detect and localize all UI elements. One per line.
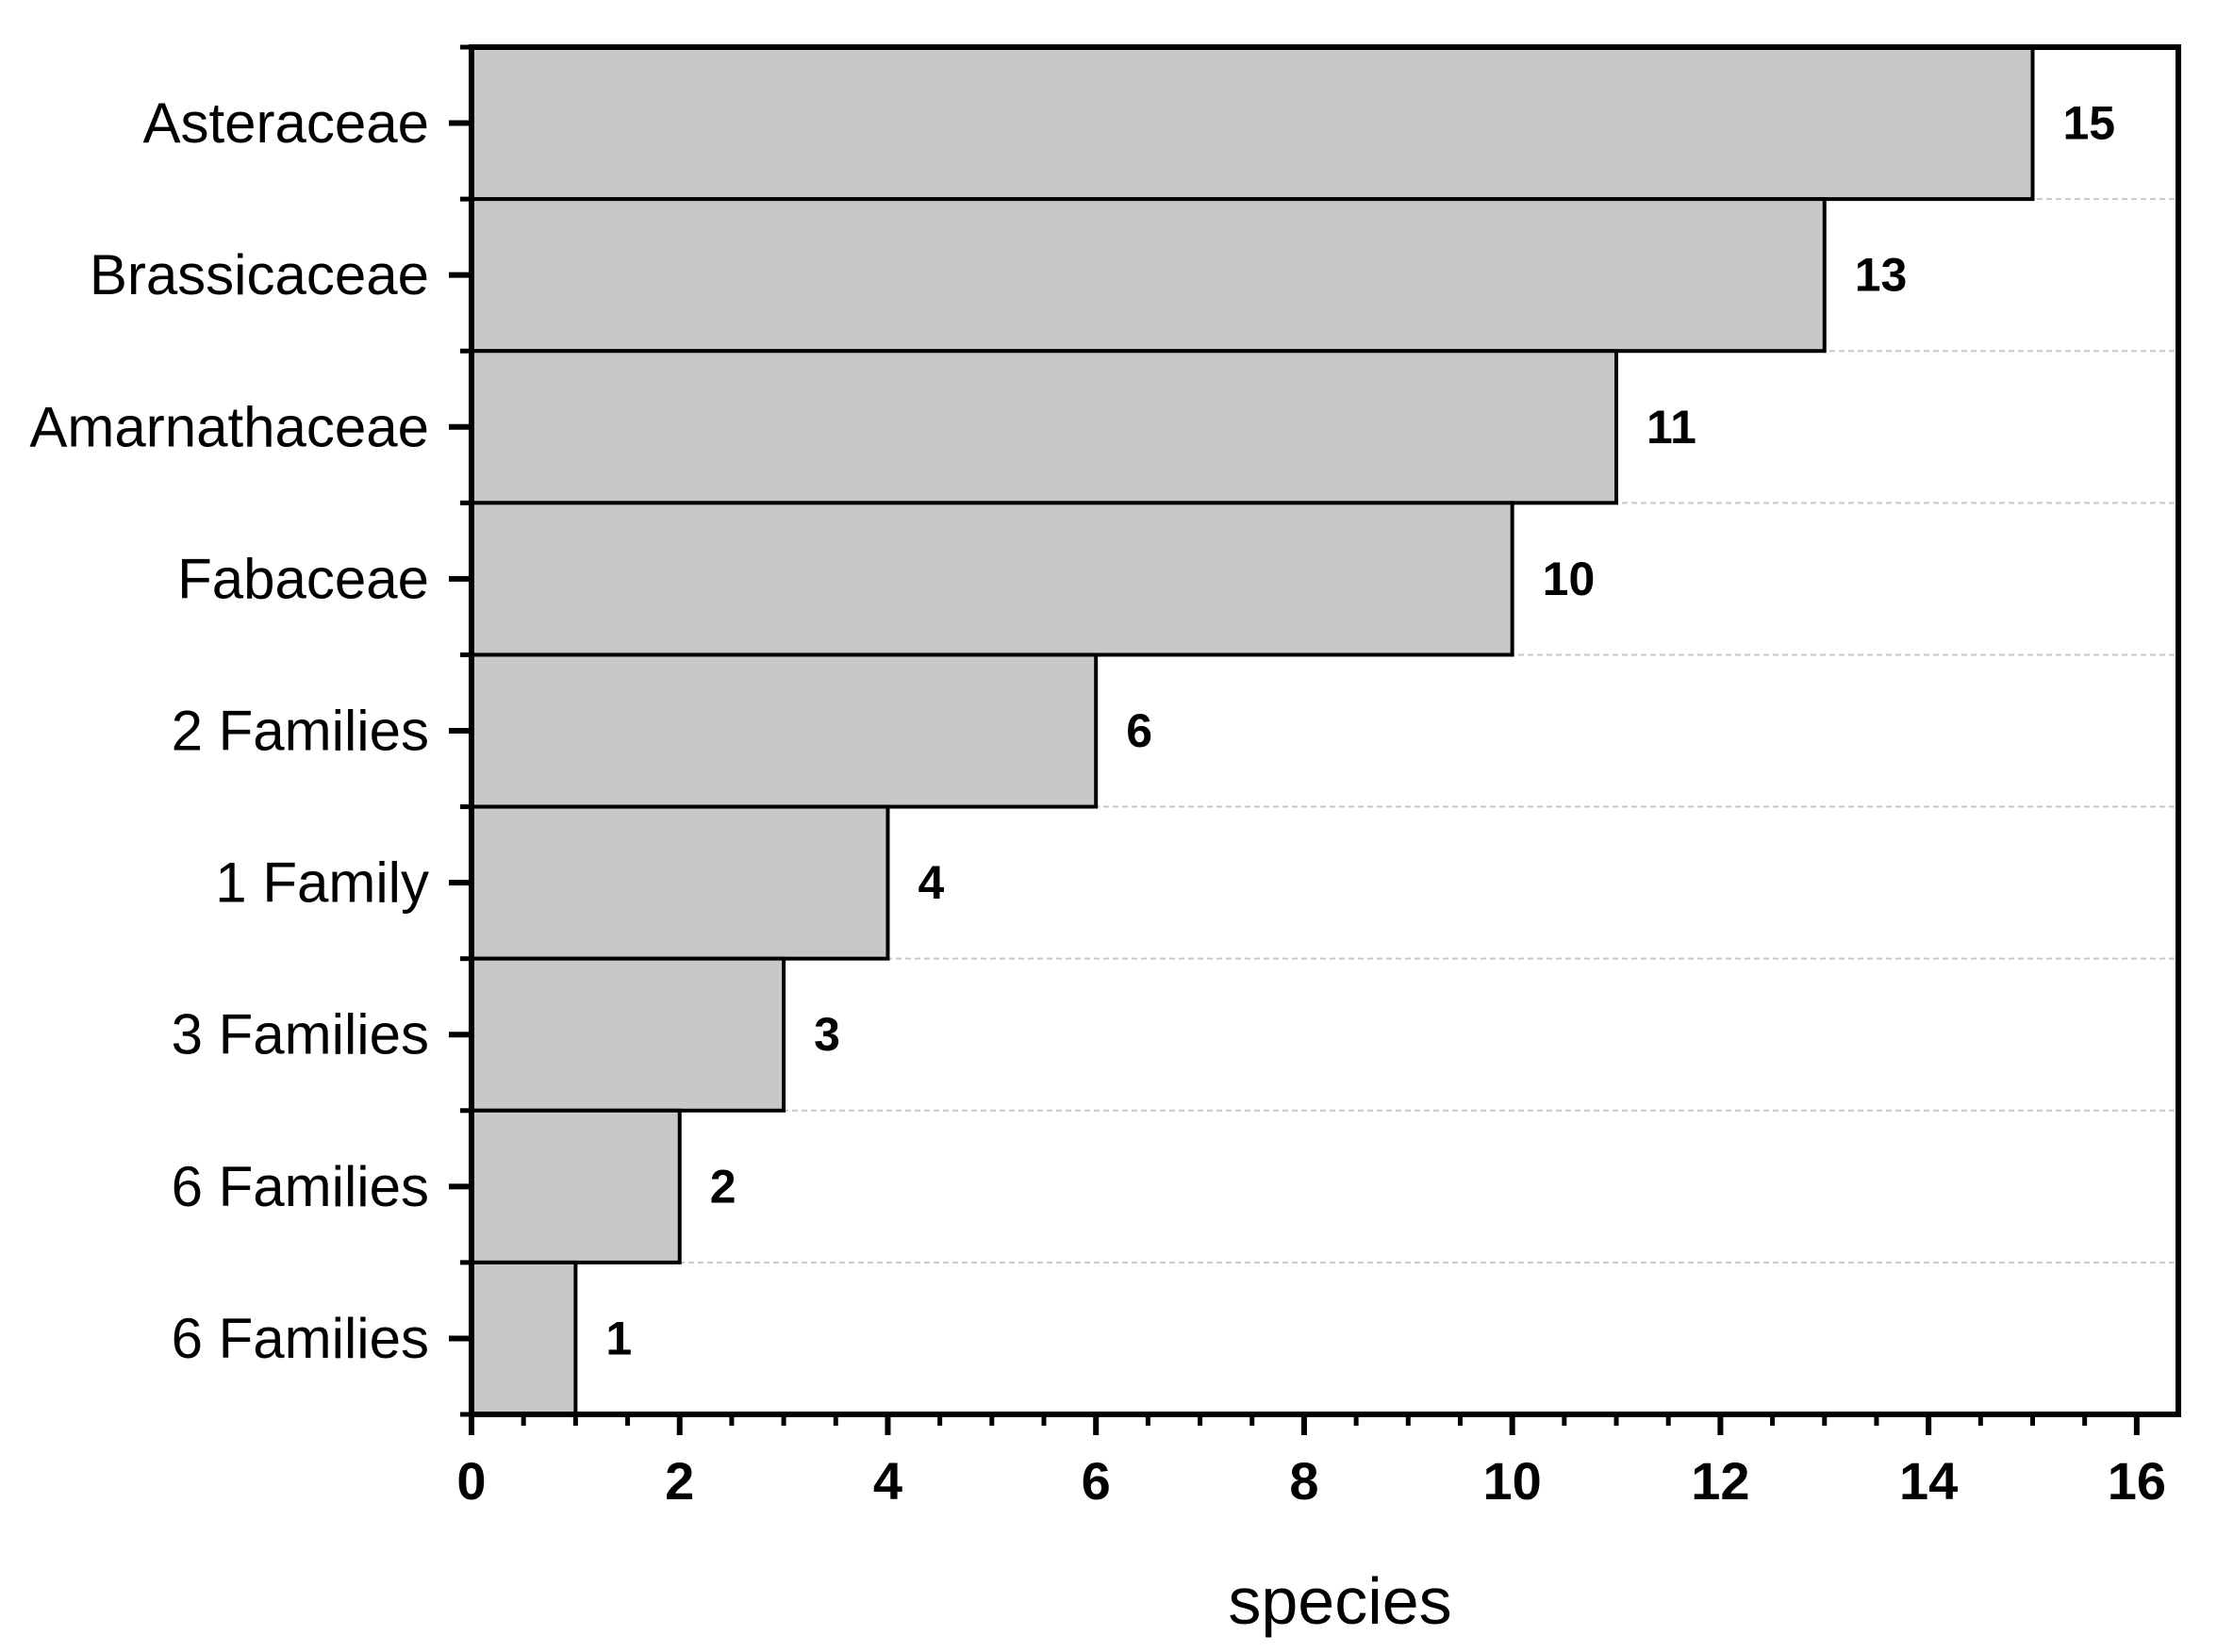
x-tick-label: 12 xyxy=(1691,1451,1749,1511)
bar xyxy=(470,804,890,961)
x-axis-title: species xyxy=(1228,1564,1451,1638)
value-label: 6 xyxy=(1126,704,1152,757)
bar xyxy=(470,197,1827,354)
value-label: 11 xyxy=(1646,401,1696,454)
bar xyxy=(470,1260,578,1417)
x-tick-label: 2 xyxy=(665,1451,694,1511)
bar xyxy=(470,45,2035,202)
value-label: 1 xyxy=(605,1312,632,1364)
bars xyxy=(470,45,2035,1417)
y-tick-label: Brassicaceae xyxy=(90,243,429,306)
y-tick-label: Amarnathaceae xyxy=(29,395,429,458)
x-axis: 0 2 4 6 8 10 12 14 16 xyxy=(456,1414,2166,1511)
value-label: 4 xyxy=(918,856,944,909)
value-label: 15 xyxy=(2062,97,2115,150)
value-label: 2 xyxy=(710,1160,736,1213)
y-tick-label: Fabaceae xyxy=(177,547,429,610)
value-labels: 15 13 11 10 6 4 3 2 1 xyxy=(605,97,2115,1365)
bar xyxy=(470,501,1514,657)
bar xyxy=(470,1108,682,1264)
y-tick-label: 1 Family xyxy=(215,851,429,915)
value-label: 3 xyxy=(814,1008,840,1061)
x-tick-label: 14 xyxy=(1899,1451,1958,1511)
x-tick-label: 10 xyxy=(1483,1451,1542,1511)
x-tick-label: 0 xyxy=(456,1451,486,1511)
y-tick-label: 6 Families xyxy=(172,1155,429,1218)
y-tick-label: 3 Families xyxy=(172,1003,429,1066)
bar xyxy=(470,956,786,1113)
x-tick-label: 6 xyxy=(1082,1451,1111,1511)
value-label: 13 xyxy=(1855,249,1908,302)
y-tick-label: 2 Families xyxy=(172,700,429,763)
x-tick-label: 8 xyxy=(1289,1451,1318,1511)
y-tick-label: Asteraceae xyxy=(142,91,429,155)
bar xyxy=(470,349,1619,505)
y-tick-label: 6 Families xyxy=(172,1307,429,1370)
bar xyxy=(470,653,1099,809)
value-label: 10 xyxy=(1543,553,1596,605)
y-axis: Asteraceae Brassicaceae Amarnathaceae Fabac… xyxy=(29,44,472,1417)
x-tick-label: 4 xyxy=(873,1451,902,1511)
x-tick-label: 16 xyxy=(2108,1451,2166,1511)
